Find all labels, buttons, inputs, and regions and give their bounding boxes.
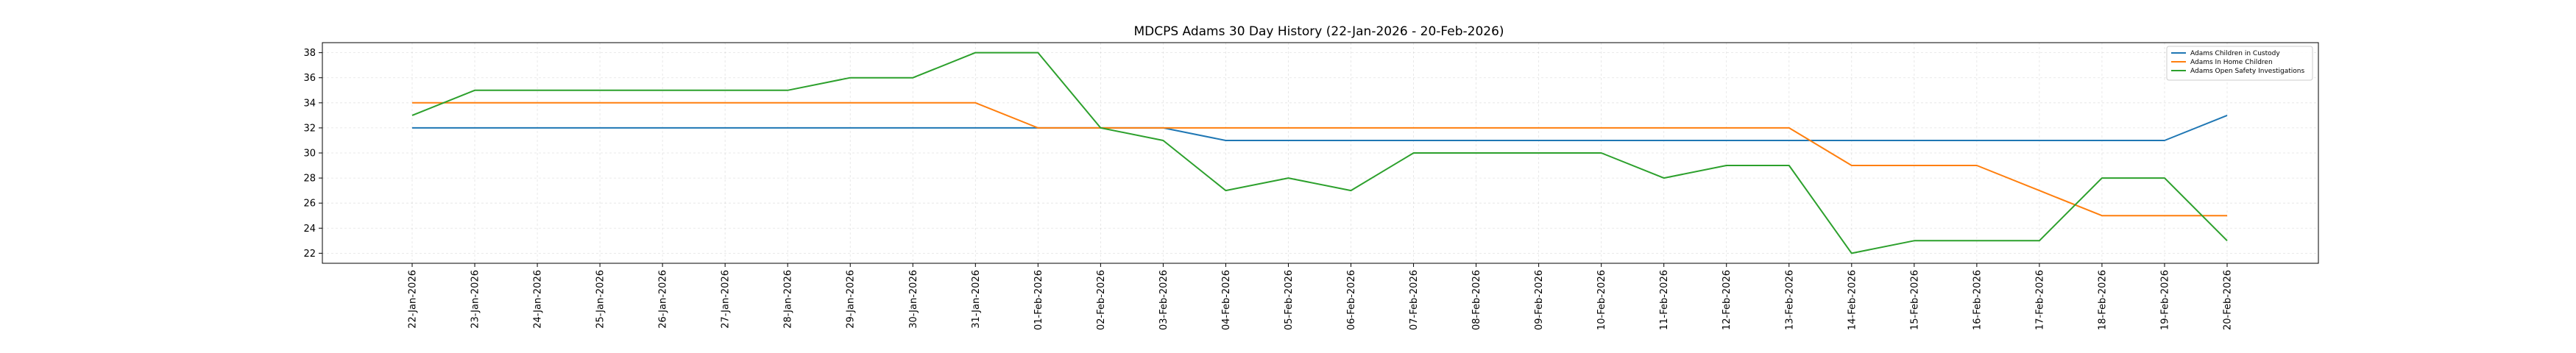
x-tick-label: 15-Feb-2026 — [1909, 270, 1920, 330]
y-tick-label: 36 — [303, 73, 316, 84]
y-tick-label: 32 — [303, 123, 316, 134]
x-tick-label: 19-Feb-2026 — [2159, 270, 2170, 330]
series-lines — [411, 51, 2228, 254]
y-tick-label: 22 — [303, 249, 316, 260]
y-tick-label: 28 — [303, 174, 316, 185]
grid — [322, 43, 2318, 263]
y-tick-label: 26 — [303, 199, 316, 210]
legend-label: Adams Children in Custody — [2190, 50, 2280, 57]
legend-label: Adams Open Safety Investigations — [2190, 68, 2304, 75]
legend: Adams Children in Custody Adams In Home C… — [2166, 46, 2313, 81]
series-line-3 — [411, 51, 2228, 254]
x-tick-label: 29-Jan-2026 — [846, 270, 857, 329]
x-tick-label: 02-Feb-2026 — [1096, 270, 1107, 330]
x-tick-label: 09-Feb-2026 — [1534, 270, 1545, 330]
x-tick-label: 31-Jan-2026 — [971, 270, 982, 329]
x-tick-label: 20-Feb-2026 — [2223, 270, 2234, 330]
x-tick-label: 23-Jan-2026 — [470, 270, 481, 329]
legend-box — [2166, 46, 2313, 81]
axes: 22 24 26 28 30 32 34 36 38 22-Jan-2026 23-Jan-2026… — [303, 48, 2233, 330]
x-tick-label: 26-Jan-2026 — [658, 270, 669, 329]
x-tick-label: 06-Feb-2026 — [1346, 270, 1357, 330]
x-tick-label: 01-Feb-2026 — [1033, 270, 1044, 330]
x-tick-label: 14-Feb-2026 — [1847, 270, 1858, 330]
x-tick-label: 18-Feb-2026 — [2097, 270, 2108, 330]
x-tick-label: 22-Jan-2026 — [408, 270, 419, 329]
x-tick-label: 27-Jan-2026 — [721, 270, 732, 329]
x-tick-label: 08-Feb-2026 — [1471, 270, 1482, 330]
x-tick-label: 30-Jan-2026 — [908, 270, 919, 329]
x-tick-label: 24-Jan-2026 — [533, 270, 544, 329]
x-tick-label: 13-Feb-2026 — [1784, 270, 1795, 330]
x-tick-label: 10-Feb-2026 — [1596, 270, 1607, 330]
x-tick-label: 07-Feb-2026 — [1409, 270, 1420, 330]
x-tick-label: 28-Jan-2026 — [783, 270, 794, 329]
legend-label: Adams In Home Children — [2190, 59, 2273, 66]
y-tick-label: 30 — [303, 149, 316, 160]
x-tick-label: 16-Feb-2026 — [1972, 270, 1983, 330]
x-tick-label: 17-Feb-2026 — [2034, 270, 2045, 330]
x-tick-label: 11-Feb-2026 — [1659, 270, 1670, 330]
y-tick-label: 38 — [303, 48, 316, 59]
x-tick-label: 25-Jan-2026 — [595, 270, 606, 329]
y-tick-label: 34 — [303, 98, 316, 109]
x-tick-label: 03-Feb-2026 — [1158, 270, 1170, 330]
series-line-1 — [412, 114, 2228, 141]
series-line-2 — [412, 101, 2227, 217]
x-tick-label: 05-Feb-2026 — [1284, 270, 1295, 330]
x-tick-label: 04-Feb-2026 — [1221, 270, 1232, 330]
x-tick-label: 12-Feb-2026 — [1722, 270, 1733, 330]
chart-title: MDCPS Adams 30 Day History (22-Jan-2026 … — [1133, 24, 1504, 39]
y-tick-label: 24 — [303, 224, 316, 235]
